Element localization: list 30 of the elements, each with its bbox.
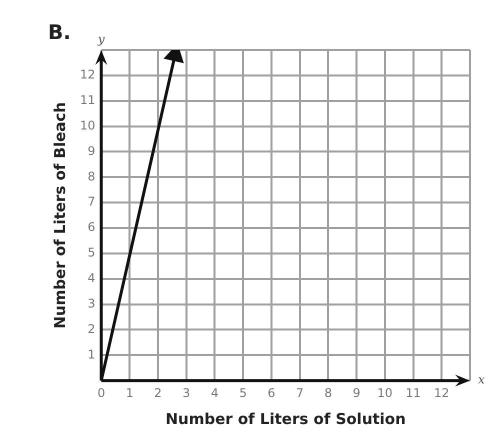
text: x — [478, 372, 485, 387]
y-tick-label: 4 — [88, 271, 96, 285]
x-axis-title: Number of Liters of Solution — [165, 410, 406, 428]
y-tick-label: 1 — [88, 347, 96, 362]
y-tick-label: 10 — [80, 118, 96, 132]
x-tick-label: 12 — [434, 386, 450, 400]
x-tick-label: 7 — [296, 386, 304, 400]
x-tick-label: 9 — [352, 386, 360, 400]
x-tick-label: 8 — [324, 386, 332, 400]
y-tick-label: 12 — [80, 68, 96, 82]
x-tick-label: 1 — [126, 386, 134, 400]
x-tick-label: 4 — [210, 386, 219, 400]
y-axis-title: Number of Liters of Bleach — [50, 102, 69, 329]
y-tick-label: 6 — [88, 220, 96, 234]
x-tick-label: 0 — [97, 386, 106, 400]
chart-title: B. — [48, 20, 71, 44]
x-tick-label: 6 — [268, 386, 276, 400]
y-tick-label: 7 — [88, 194, 96, 209]
text: y — [96, 32, 105, 46]
x-tick-label: 11 — [406, 386, 421, 400]
y-tick-label: 9 — [88, 144, 96, 158]
x-tick-label: 10 — [377, 386, 393, 400]
y-tick-label: 11 — [80, 92, 96, 107]
x-tick-label: 5 — [239, 386, 247, 400]
x-tick-label: 2 — [154, 386, 162, 400]
x-tick-label: 3 — [182, 386, 190, 400]
y-tick-label: 5 — [88, 246, 96, 260]
y-tick-label: 3 — [88, 296, 96, 310]
y-tick-label: 2 — [88, 322, 96, 336]
y-tick-label: 8 — [88, 169, 96, 184]
